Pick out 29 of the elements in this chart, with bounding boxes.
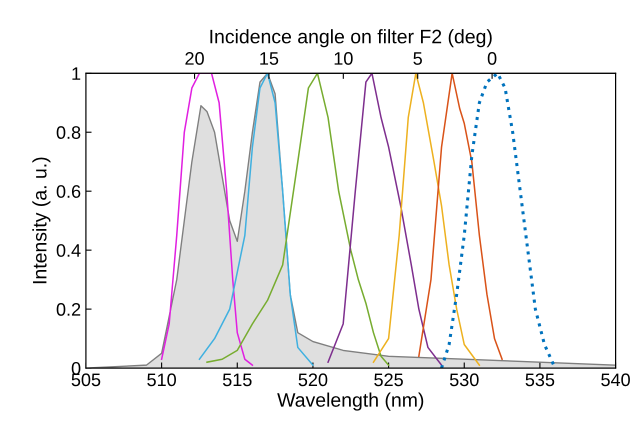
x-tick-label: 505	[72, 373, 100, 386]
y-tick-label: 0.8	[56, 126, 80, 139]
y-tick-label: 0	[72, 362, 80, 375]
line-series	[418, 73, 503, 360]
x-tick-label: 525	[374, 373, 403, 386]
x-tick-label: 535	[526, 373, 554, 386]
x-tick-label: 540	[601, 373, 630, 386]
x-tick-label: 510	[147, 373, 176, 386]
x-tick-label: 515	[222, 374, 252, 386]
line-series	[160, 73, 254, 366]
y-tick-label: 1	[72, 67, 80, 80]
y-axis-title: Intensity (a. u.)	[32, 158, 50, 284]
x2-tick-label: 10	[334, 52, 353, 65]
y-tick-label: 0.4	[56, 244, 81, 257]
x2-tick-label: 5	[413, 52, 422, 65]
x2-tick-label: 20	[185, 52, 204, 65]
x-tick-label: 520	[298, 373, 328, 386]
y-tick-label: 0.2	[56, 303, 80, 316]
y-tick-label: 0.6	[56, 185, 80, 198]
x2-axis-title: Incidence angle on filter F2 (deg)	[210, 29, 492, 48]
line-series	[372, 73, 480, 366]
line-series	[440, 73, 557, 368]
x-axis-title: Wavelength (nm)	[277, 392, 424, 411]
line-series	[327, 73, 442, 366]
line-series	[206, 73, 390, 366]
x-tick-label: 530	[450, 373, 479, 386]
x2-tick-label: 15	[260, 52, 278, 65]
x2-tick-label: 0	[488, 52, 496, 65]
line-series	[198, 73, 314, 366]
